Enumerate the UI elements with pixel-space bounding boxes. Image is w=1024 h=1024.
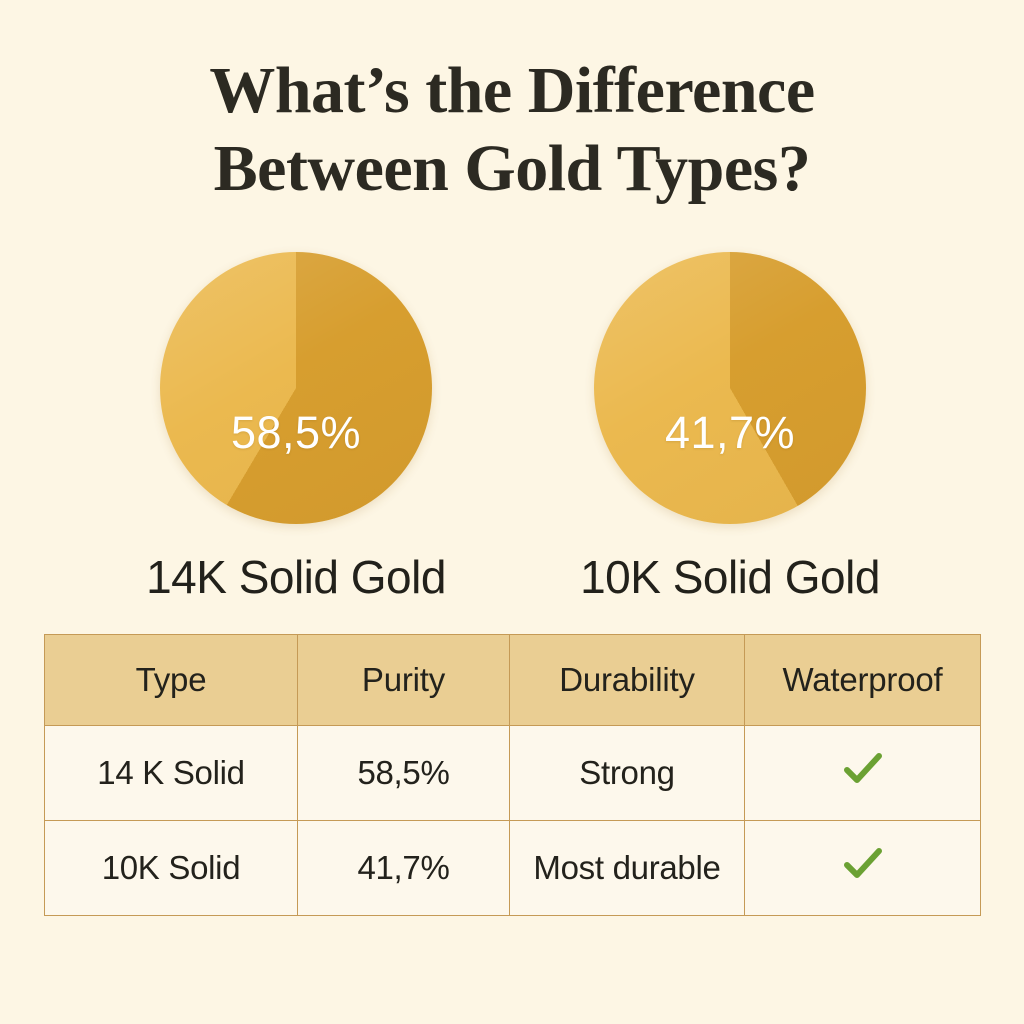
comparison-table-wrapper: Type Purity Durability Waterproof 14 K S…: [44, 634, 981, 916]
cell-type: 10K Solid: [44, 820, 298, 916]
pie-slices-14k: [160, 252, 432, 524]
table-header-row: Type Purity Durability Waterproof: [44, 634, 981, 726]
cell-durability: Most durable: [509, 820, 745, 916]
pie-charts-section: 58,5% 14K Solid Gold 41,7% 10K Solid Gol…: [0, 252, 1024, 612]
cell-durability: Strong: [509, 725, 745, 821]
comparison-table: Type Purity Durability Waterproof 14 K S…: [44, 634, 981, 916]
pie-value-label-14k: 58,5%: [230, 407, 362, 458]
pie-block-14k: 58,5% 14K Solid Gold: [79, 252, 513, 604]
pie-slices-10k: [594, 252, 866, 524]
cell-waterproof: [744, 725, 981, 821]
cell-purity: 41,7%: [297, 820, 510, 916]
check-icon: [843, 847, 883, 881]
table-row: 14 K Solid 58,5% Strong: [44, 725, 981, 821]
cell-purity: 58,5%: [297, 725, 510, 821]
pie-chart-icon-14k: 58,5%: [160, 252, 432, 524]
pie-block-10k: 41,7% 10K Solid Gold: [513, 252, 947, 604]
column-header-waterproof: Waterproof: [744, 634, 981, 726]
check-icon: [843, 752, 883, 786]
cell-type: 14 K Solid: [44, 725, 298, 821]
pie-caption-14k: 14K Solid Gold: [146, 551, 446, 603]
pie-value-label-10k: 41,7%: [664, 407, 796, 458]
column-header-durability: Durability: [509, 634, 745, 726]
table-row: 10K Solid 41,7% Most durable: [44, 820, 981, 916]
pie-caption-10k: 10K Solid Gold: [580, 551, 880, 603]
pie-chart-icon-10k: 41,7%: [594, 252, 866, 524]
page-title: What’s the Difference Between Gold Types…: [209, 54, 815, 205]
cell-waterproof: [744, 820, 981, 916]
column-header-purity: Purity: [297, 634, 510, 726]
column-header-type: Type: [44, 634, 298, 726]
